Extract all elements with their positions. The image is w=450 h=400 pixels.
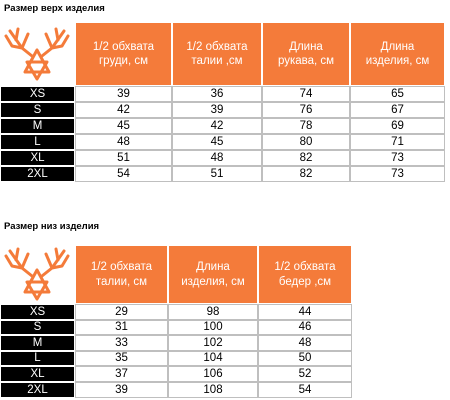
value-cell: 76 xyxy=(262,102,350,118)
value-cell: 31 xyxy=(75,319,168,336)
header-cell: Длина изделия, см xyxy=(350,22,445,86)
size-cell: XS xyxy=(0,304,75,320)
value-cell: 50 xyxy=(258,350,352,367)
value-cell: 35 xyxy=(75,350,168,367)
size-cell: XL xyxy=(0,366,75,382)
value-cell: 36 xyxy=(172,86,262,102)
value-cell: 104 xyxy=(168,350,258,367)
value-cell: 102 xyxy=(168,335,258,351)
value-cell: 108 xyxy=(168,382,258,398)
size-cell: XS xyxy=(0,86,75,102)
value-cell: 65 xyxy=(350,86,445,102)
size-cell: 2XL xyxy=(0,166,75,182)
value-cell: 39 xyxy=(75,382,168,398)
value-cell: 82 xyxy=(262,166,350,182)
size-cell: L xyxy=(0,134,75,150)
value-cell: 44 xyxy=(258,304,352,320)
value-cell: 100 xyxy=(168,319,258,336)
size-cell: M xyxy=(0,118,75,134)
value-cell: 33 xyxy=(75,335,168,351)
value-cell: 46 xyxy=(258,319,352,336)
value-cell: 37 xyxy=(75,366,168,382)
value-cell: 73 xyxy=(350,166,445,182)
logo xyxy=(4,247,70,301)
value-cell: 48 xyxy=(258,335,352,351)
section-title: Размер верх изделия xyxy=(4,3,105,14)
value-cell: 48 xyxy=(172,150,262,166)
value-cell: 51 xyxy=(75,150,172,166)
value-cell: 39 xyxy=(172,102,262,118)
header-cell: 1/2 обхвата груди, см xyxy=(75,22,172,86)
size-cell: S xyxy=(0,102,75,118)
value-cell: 78 xyxy=(262,118,350,134)
value-cell: 74 xyxy=(262,86,350,102)
value-cell: 54 xyxy=(258,382,352,398)
size-cell: 2XL xyxy=(0,382,75,398)
header-cell: 1/2 обхвата бедер ,см xyxy=(258,245,352,304)
size-cell: L xyxy=(0,350,75,367)
value-cell: 45 xyxy=(172,134,262,150)
value-cell: 45 xyxy=(75,118,172,134)
value-cell: 73 xyxy=(350,150,445,166)
size-cell: S xyxy=(0,319,75,336)
size-cell: M xyxy=(0,335,75,351)
value-cell: 69 xyxy=(350,118,445,134)
value-cell: 82 xyxy=(262,150,350,166)
value-cell: 80 xyxy=(262,134,350,150)
value-cell: 106 xyxy=(168,366,258,382)
header-cell: 1/2 обхвата талии, см xyxy=(75,245,168,304)
value-cell: 67 xyxy=(350,102,445,118)
header-cell: Длина рукава, см xyxy=(262,22,350,86)
value-cell: 39 xyxy=(75,86,172,102)
value-cell: 71 xyxy=(350,134,445,150)
value-cell: 29 xyxy=(75,304,168,320)
value-cell: 42 xyxy=(75,102,172,118)
value-cell: 98 xyxy=(168,304,258,320)
value-cell: 54 xyxy=(75,166,172,182)
value-cell: 52 xyxy=(258,366,352,382)
section-title: Размер низ изделия xyxy=(4,221,100,232)
size-cell: XL xyxy=(0,150,75,166)
value-cell: 51 xyxy=(172,166,262,182)
header-cell: 1/2 обхвата талии ,см xyxy=(172,22,262,86)
header-cell: Длина изделия, см xyxy=(168,245,258,304)
logo xyxy=(4,27,70,81)
value-cell: 48 xyxy=(75,134,172,150)
value-cell: 42 xyxy=(172,118,262,134)
